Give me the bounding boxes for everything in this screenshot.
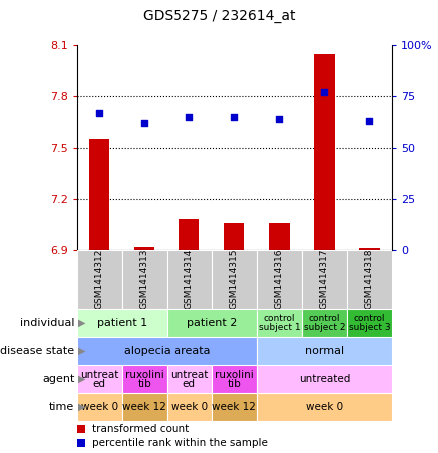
Bar bbox=[347, 309, 392, 337]
Text: ▶: ▶ bbox=[78, 318, 86, 328]
Bar bbox=[359, 248, 380, 250]
Text: GSM1414312: GSM1414312 bbox=[95, 248, 104, 308]
Point bbox=[186, 113, 193, 120]
Bar bbox=[257, 309, 302, 337]
Text: time: time bbox=[49, 402, 74, 412]
Bar bbox=[167, 250, 212, 309]
Point bbox=[95, 109, 102, 116]
Text: patient 1: patient 1 bbox=[96, 318, 147, 328]
Bar bbox=[347, 250, 392, 309]
Text: GSM1414318: GSM1414318 bbox=[365, 248, 374, 308]
Bar bbox=[77, 424, 85, 433]
Text: week 12: week 12 bbox=[212, 402, 256, 412]
Text: control
subject 3: control subject 3 bbox=[349, 314, 390, 332]
Bar bbox=[167, 309, 257, 337]
Bar bbox=[122, 393, 167, 421]
Bar bbox=[302, 309, 347, 337]
Text: alopecia areata: alopecia areata bbox=[124, 346, 210, 356]
Text: agent: agent bbox=[42, 374, 74, 384]
Text: untreated: untreated bbox=[299, 374, 350, 384]
Text: GSM1414313: GSM1414313 bbox=[140, 248, 149, 308]
Point bbox=[276, 116, 283, 123]
Text: untreat
ed: untreat ed bbox=[80, 370, 118, 389]
Text: GSM1414316: GSM1414316 bbox=[275, 248, 284, 308]
Bar bbox=[77, 337, 257, 365]
Point bbox=[231, 113, 238, 120]
Text: GDS5275 / 232614_at: GDS5275 / 232614_at bbox=[143, 9, 295, 23]
Bar bbox=[89, 139, 110, 250]
Bar bbox=[257, 393, 392, 421]
Text: ruxolini
tib: ruxolini tib bbox=[125, 370, 164, 389]
Bar bbox=[77, 309, 167, 337]
Text: normal: normal bbox=[305, 346, 344, 356]
Bar bbox=[77, 250, 122, 309]
Bar bbox=[77, 439, 85, 448]
Text: GSM1414317: GSM1414317 bbox=[320, 248, 329, 308]
Bar bbox=[257, 365, 392, 393]
Bar bbox=[257, 250, 302, 309]
Text: ruxolini
tib: ruxolini tib bbox=[215, 370, 254, 389]
Point bbox=[366, 117, 373, 125]
Text: ▶: ▶ bbox=[78, 374, 86, 384]
Bar bbox=[167, 393, 212, 421]
Text: individual: individual bbox=[20, 318, 74, 328]
Bar bbox=[302, 250, 347, 309]
Text: ▶: ▶ bbox=[78, 346, 86, 356]
Bar bbox=[224, 223, 244, 250]
Bar bbox=[122, 250, 167, 309]
Point bbox=[321, 89, 328, 96]
Text: control
subject 2: control subject 2 bbox=[304, 314, 345, 332]
Text: week 0: week 0 bbox=[306, 402, 343, 412]
Text: disease state: disease state bbox=[0, 346, 74, 356]
Bar bbox=[269, 223, 290, 250]
Text: ▶: ▶ bbox=[78, 402, 86, 412]
Text: week 0: week 0 bbox=[171, 402, 208, 412]
Text: week 0: week 0 bbox=[81, 402, 118, 412]
Bar bbox=[212, 250, 257, 309]
Bar bbox=[212, 365, 257, 393]
Text: week 12: week 12 bbox=[122, 402, 166, 412]
Bar bbox=[257, 337, 392, 365]
Point bbox=[141, 120, 148, 127]
Text: untreat
ed: untreat ed bbox=[170, 370, 208, 389]
Bar bbox=[167, 365, 212, 393]
Text: transformed count: transformed count bbox=[92, 424, 190, 434]
Bar bbox=[122, 365, 167, 393]
Bar bbox=[77, 365, 122, 393]
Bar bbox=[77, 393, 122, 421]
Bar bbox=[212, 393, 257, 421]
Bar bbox=[314, 54, 335, 250]
Bar bbox=[134, 246, 154, 250]
Text: GSM1414315: GSM1414315 bbox=[230, 248, 239, 308]
Text: patient 2: patient 2 bbox=[187, 318, 237, 328]
Text: GSM1414314: GSM1414314 bbox=[185, 248, 194, 308]
Text: percentile rank within the sample: percentile rank within the sample bbox=[92, 439, 268, 448]
Bar bbox=[179, 219, 199, 250]
Text: control
subject 1: control subject 1 bbox=[258, 314, 300, 332]
